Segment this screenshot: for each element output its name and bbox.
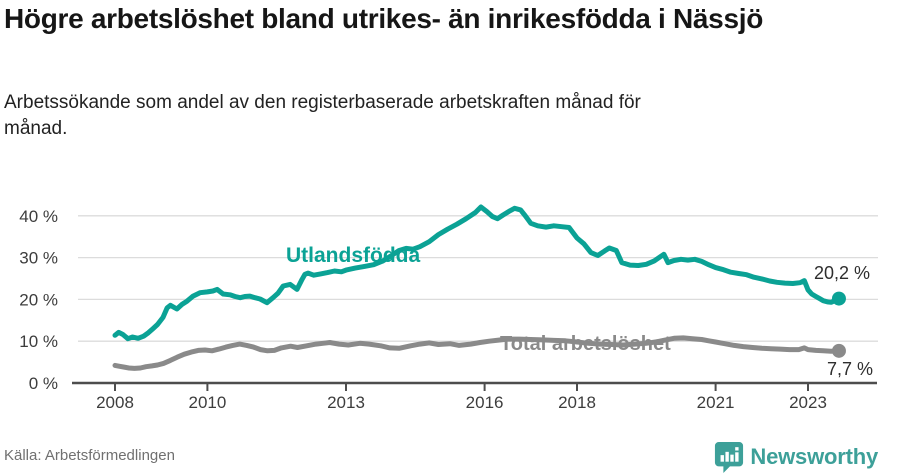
newsworthy-bubble-chart-icon <box>715 442 744 473</box>
page-title: Högre arbetslöshet bland utrikes- än inr… <box>4 3 764 34</box>
series-end-dot-total <box>831 343 846 358</box>
x-axis-tick-label: 2021 <box>697 393 735 412</box>
end-value-utlandsfodda: 20,2 % <box>813 263 870 283</box>
x-axis-tick-label: 2010 <box>188 393 226 412</box>
x-axis-tick-label: 2023 <box>789 393 827 412</box>
newsworthy-wordmark: Newsworthy <box>750 444 878 469</box>
y-axis-tick-label: 10 % <box>19 332 58 351</box>
series-label-utlandsfodda: Utlandsfödda <box>286 244 421 267</box>
y-axis-tick-label: 40 % <box>19 207 58 226</box>
page-subtitle: Arbetssökande som andel av den registerb… <box>4 92 641 140</box>
newsworthy-logo: Newsworthy <box>714 441 878 473</box>
x-axis-tick-label: 2016 <box>466 393 504 412</box>
y-axis-tick-label: 0 % <box>29 374 58 393</box>
x-axis-tick-label: 2018 <box>558 393 596 412</box>
series-label-total-arbetsloshet: Total arbetslöshet <box>500 333 671 355</box>
series-line-total <box>112 335 842 371</box>
source-note: Källa: Arbetsförmedlingen <box>4 447 175 464</box>
series-line-utlandsfodda <box>112 204 842 342</box>
x-axis-tick-label: 2013 <box>327 393 365 412</box>
end-value-total-arbetsloshet: 7,7 % <box>826 359 873 379</box>
series-end-dot-utlandsfodda <box>831 291 846 306</box>
y-axis-tick-label: 30 % <box>19 249 58 268</box>
y-axis-tick-label: 20 % <box>19 290 58 309</box>
x-axis-tick-label: 2008 <box>96 393 134 412</box>
